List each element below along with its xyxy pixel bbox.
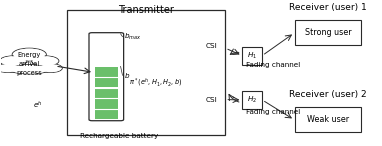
Ellipse shape <box>12 48 46 61</box>
Text: Transmitter: Transmitter <box>118 5 174 15</box>
Ellipse shape <box>0 64 19 72</box>
FancyBboxPatch shape <box>95 99 118 108</box>
FancyBboxPatch shape <box>243 47 262 65</box>
Ellipse shape <box>8 65 50 74</box>
FancyBboxPatch shape <box>243 91 262 109</box>
FancyBboxPatch shape <box>295 20 361 45</box>
Text: Receiver (user) 1: Receiver (user) 1 <box>289 3 367 12</box>
Text: $b$: $b$ <box>125 71 131 80</box>
FancyBboxPatch shape <box>89 33 124 121</box>
Text: $e^h$: $e^h$ <box>33 100 43 111</box>
FancyBboxPatch shape <box>95 109 118 119</box>
Text: process: process <box>16 70 42 76</box>
Text: $H_2$: $H_2$ <box>247 95 257 105</box>
Ellipse shape <box>10 65 49 74</box>
Text: CSI: CSI <box>206 97 218 103</box>
FancyBboxPatch shape <box>295 107 361 132</box>
Ellipse shape <box>40 64 62 72</box>
Ellipse shape <box>13 49 45 60</box>
Text: $b_{max}$: $b_{max}$ <box>125 32 142 42</box>
FancyBboxPatch shape <box>95 78 118 87</box>
Ellipse shape <box>0 64 20 73</box>
Text: Receiver (user) 2: Receiver (user) 2 <box>289 90 367 99</box>
FancyBboxPatch shape <box>95 67 118 77</box>
FancyBboxPatch shape <box>67 9 225 135</box>
Ellipse shape <box>32 56 59 66</box>
Text: $\pi^*(e^h,H_1,H_2,b)$: $\pi^*(e^h,H_1,H_2,b)$ <box>129 76 183 89</box>
Text: $H_1$: $H_1$ <box>247 51 257 61</box>
Text: arrival: arrival <box>19 61 40 67</box>
Ellipse shape <box>32 56 58 66</box>
Text: Fading channel: Fading channel <box>246 62 300 68</box>
Text: Weak user: Weak user <box>307 115 349 124</box>
Ellipse shape <box>0 56 27 66</box>
Text: Energy: Energy <box>18 52 41 58</box>
Text: Rechargeable battery: Rechargeable battery <box>79 133 158 139</box>
Ellipse shape <box>1 56 26 66</box>
Ellipse shape <box>39 64 62 73</box>
FancyBboxPatch shape <box>95 88 118 98</box>
Text: Fading channel: Fading channel <box>246 109 300 115</box>
Text: CSI: CSI <box>206 43 218 49</box>
Text: Strong user: Strong user <box>304 28 351 37</box>
